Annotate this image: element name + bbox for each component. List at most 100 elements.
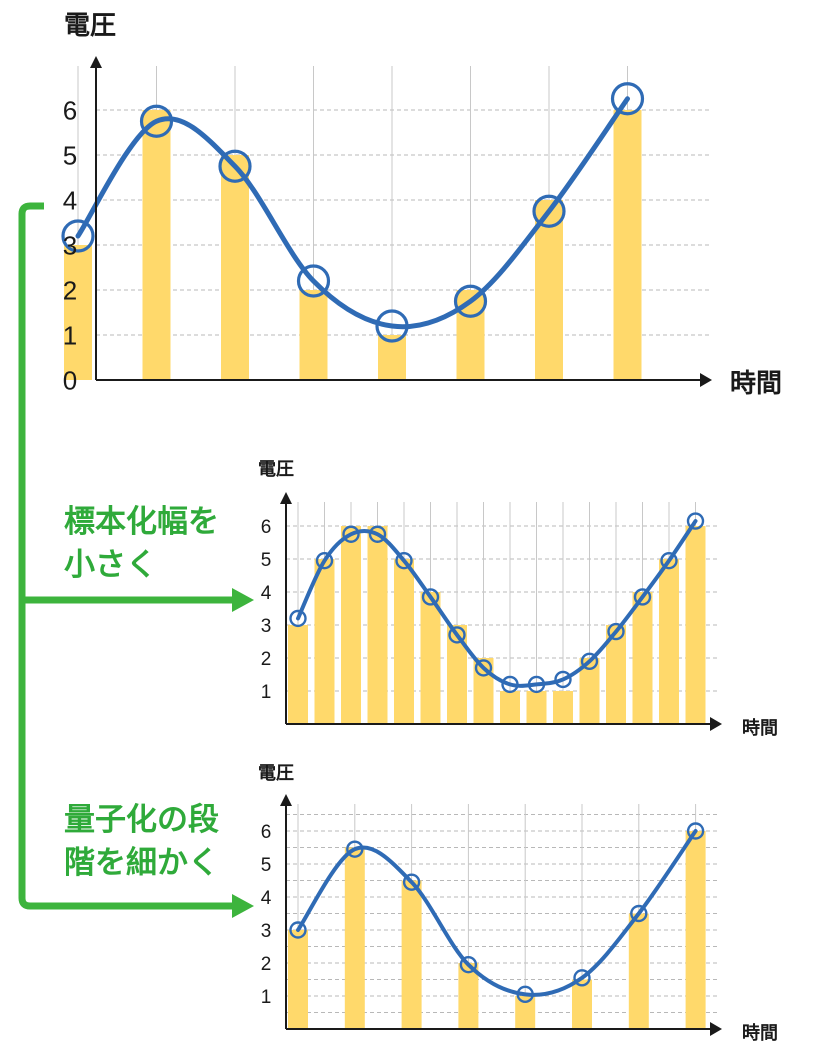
bracket-line xyxy=(18,202,236,910)
sample-point xyxy=(375,309,409,343)
bar xyxy=(394,559,414,724)
quantization-label-line2: 階を細かく xyxy=(64,845,219,881)
y-axis-arrow xyxy=(90,56,102,68)
y-tick-label: 3 xyxy=(63,230,77,260)
sampling-label-line1: 標本化幅を xyxy=(64,504,219,540)
axes xyxy=(280,794,722,1036)
bar xyxy=(632,592,653,724)
sample-point xyxy=(342,525,360,543)
sample-point xyxy=(686,512,705,530)
axes xyxy=(90,56,712,387)
bar xyxy=(314,559,335,724)
sample-point xyxy=(474,659,493,677)
bar xyxy=(420,592,441,724)
y-tick-labels: 0 1 2 3 4 5 6 xyxy=(63,95,77,395)
y-tick-label: 3 xyxy=(261,616,272,637)
quantization-label-line1: 量子化の段 xyxy=(64,802,219,838)
axes xyxy=(280,492,722,731)
bar xyxy=(458,963,479,1029)
x-axis-label: 時間 xyxy=(730,369,782,399)
x-axis-arrow xyxy=(710,717,722,731)
y-axis-label: 電圧 xyxy=(258,763,294,784)
y-tick-label: 2 xyxy=(261,954,272,975)
sample-markers xyxy=(289,822,705,1004)
bar xyxy=(515,996,536,1029)
arrow-head-quantization xyxy=(232,894,254,918)
sample-point xyxy=(660,551,678,570)
bar xyxy=(526,691,547,724)
arrow-head-sampling xyxy=(232,588,254,612)
y-tick-label: 4 xyxy=(261,583,272,604)
y-axis-label: 電圧 xyxy=(258,459,294,480)
sample-point xyxy=(580,652,599,670)
bar xyxy=(579,658,600,724)
voltage-curve xyxy=(296,519,698,688)
chart-original-sampling: 0 1 2 3 4 5 6 電圧 時間 xyxy=(61,11,782,399)
sample-point xyxy=(61,219,95,253)
y-tick-label: 5 xyxy=(63,140,77,170)
sample-point xyxy=(368,525,387,543)
sample-point xyxy=(315,551,334,570)
bar xyxy=(572,979,592,1029)
sample-point xyxy=(448,626,466,644)
y-tick-label: 6 xyxy=(261,822,272,843)
bar xyxy=(341,526,361,724)
bar xyxy=(613,110,642,380)
sample-point xyxy=(421,588,440,606)
y-axis-label: 電圧 xyxy=(64,11,116,41)
chart-finer-quantization: 1 2 3 4 5 6 電圧 時間 xyxy=(258,763,778,1042)
bar xyxy=(500,691,520,724)
y-tick-label: 1 xyxy=(261,682,272,703)
x-axis-arrow xyxy=(710,1022,722,1036)
bar xyxy=(367,526,388,724)
bar xyxy=(606,625,626,724)
bar xyxy=(659,559,679,724)
sample-point xyxy=(610,82,645,116)
sample-point xyxy=(630,904,648,923)
bar xyxy=(447,625,467,724)
sample-point xyxy=(573,969,591,987)
bar xyxy=(685,831,706,1029)
bars xyxy=(288,526,706,724)
x-axis-label: 時間 xyxy=(742,718,778,739)
sample-point xyxy=(554,670,572,689)
bar xyxy=(221,155,249,380)
bar xyxy=(628,913,649,1029)
bar xyxy=(535,200,563,380)
sample-point xyxy=(395,551,413,570)
bar xyxy=(288,930,308,1029)
bar xyxy=(299,290,328,380)
y-tick-label: 5 xyxy=(261,855,272,876)
bar xyxy=(553,691,573,724)
y-tick-label: 5 xyxy=(261,550,272,571)
voltage-curve xyxy=(296,829,698,997)
sample-point xyxy=(402,873,421,891)
y-tick-label: 2 xyxy=(63,275,77,305)
sample-point xyxy=(516,985,534,1004)
bar xyxy=(288,625,308,724)
sample-point xyxy=(633,588,652,606)
voltage-curve xyxy=(75,96,630,330)
y-tick-labels: 1 2 3 4 5 6 xyxy=(261,517,272,703)
x-axis-label: 時間 xyxy=(742,1023,778,1042)
bars xyxy=(288,831,706,1029)
y-tick-label: 0 xyxy=(63,365,77,395)
sample-point xyxy=(218,149,252,183)
bar xyxy=(344,847,365,1029)
sample-point xyxy=(527,675,546,694)
sampling-label-line2: 小さく xyxy=(64,547,157,583)
sample-point xyxy=(296,264,331,298)
y-axis-arrow xyxy=(280,492,292,504)
sample-point xyxy=(139,104,174,138)
sample-point xyxy=(459,955,478,974)
y-tick-label: 4 xyxy=(261,888,272,909)
chart-finer-sampling: 1 2 3 4 5 6 電圧 時間 xyxy=(258,459,778,739)
y-tick-label: 1 xyxy=(261,987,272,1008)
sample-markers xyxy=(289,512,705,694)
y-tick-label: 1 xyxy=(63,320,77,350)
y-tick-label: 3 xyxy=(261,921,272,942)
sample-point xyxy=(346,840,364,858)
bars xyxy=(64,110,642,380)
sample-point xyxy=(289,609,307,628)
